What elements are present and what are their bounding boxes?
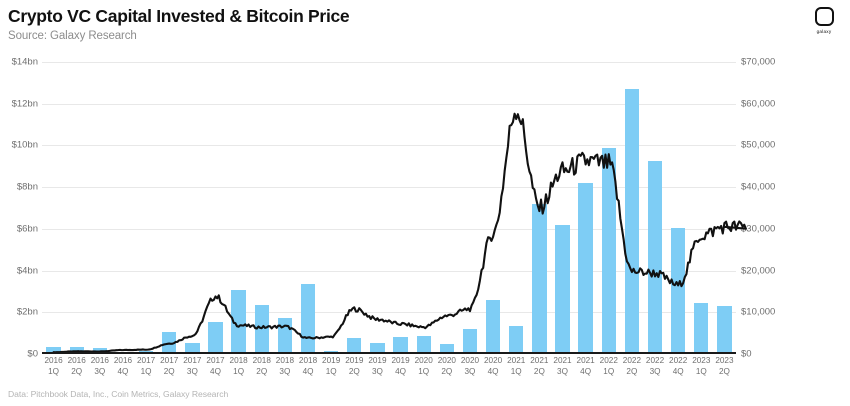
x-axis-tick-label: 2020 1Q: [414, 356, 433, 376]
x-axis-tick-label: 2017 4Q: [206, 356, 225, 376]
bar: [370, 342, 385, 354]
x-axis-tick-label: 2016 2Q: [67, 356, 86, 376]
gridline: [42, 228, 736, 230]
bar: [185, 342, 200, 354]
galaxy-logo: galaxy: [807, 7, 841, 34]
y-axis-right-tick-label: $20,000: [741, 265, 776, 277]
bar: [509, 325, 524, 354]
page-title: Crypto VC Capital Invested & Bitcoin Pri…: [8, 6, 350, 26]
gridline: [42, 312, 736, 314]
gridline: [42, 270, 736, 272]
gridline: [42, 187, 736, 189]
chart-footer-note: Data: Pitchbook Data, Inc., Coin Metrics…: [8, 389, 229, 399]
x-axis-tick-label: 2017 1Q: [136, 356, 156, 376]
y-axis-left-tick-label: $8bn: [16, 181, 38, 193]
bar: [231, 290, 246, 354]
chart-header: Crypto VC Capital Invested & Bitcoin Pri…: [8, 6, 350, 42]
x-axis-tick-label: 2020 4Q: [483, 356, 503, 376]
bar: [254, 305, 269, 354]
x-axis-tick-label: 2019 1Q: [322, 356, 341, 376]
x-axis-tick-label: 2022 2Q: [622, 356, 641, 376]
bar: [624, 89, 640, 354]
bar: [717, 306, 732, 354]
y-axis-right-tick-label: $10,000: [741, 306, 776, 318]
y-axis-left-tick-label: $12bn: [11, 98, 38, 110]
y-axis-left: $0 $2bn $4bn $6bn $8bn $10bn $12bn $14bn: [0, 57, 38, 360]
x-axis-tick-label: 2018 1Q: [229, 356, 248, 376]
x-axis-baseline: [42, 352, 736, 354]
x-axis-tick-label: 2019 4Q: [391, 356, 410, 376]
line-series-bitcoin-price: [42, 62, 736, 354]
x-axis-tick-label: 2017 3Q: [183, 356, 202, 376]
y-axis-left-tick-label: $2bn: [16, 306, 38, 318]
bar: [555, 224, 570, 354]
plot-area: [42, 62, 736, 354]
y-axis-right-tick-label: $60,000: [741, 98, 776, 110]
x-axis-tick-label: 2021 2Q: [530, 356, 549, 376]
x-axis-tick-label: 2022 3Q: [645, 356, 665, 376]
x-axis-tick-label: 2016 3Q: [90, 356, 109, 376]
y-axis-right: $0 $10,000 $20,000 $30,000 $40,000 $50,000 $60…: [741, 57, 841, 360]
x-axis-tick-label: 2016 1Q: [44, 356, 63, 376]
y-axis-left-tick-label: $4bn: [16, 265, 38, 277]
bar: [647, 161, 663, 354]
x-axis-tick-label: 2020 2Q: [437, 356, 456, 376]
bar: [208, 321, 223, 354]
x-axis-tick-label: 2018 3Q: [275, 356, 294, 376]
bar: [670, 227, 686, 354]
bitcoin-price-polyline: [54, 114, 746, 353]
x-axis-tick-label: 2018 2Q: [252, 356, 271, 376]
bar: [439, 343, 454, 354]
bar: [416, 336, 431, 354]
y-axis-left-tick-label: $14bn: [11, 56, 38, 68]
x-axis-tick-label: 2022 1Q: [599, 356, 618, 376]
bar: [694, 302, 709, 354]
bar: [485, 299, 501, 354]
y-axis-right-tick-label: $30,000: [741, 223, 776, 235]
x-axis-tick-label: 2019 3Q: [368, 356, 387, 376]
bar-series-crypto-vc-capital: [42, 62, 736, 354]
bar: [601, 147, 616, 354]
y-axis-right-tick-label: $50,000: [741, 139, 776, 151]
bar: [46, 346, 61, 354]
x-axis-tick-label: 2016 4Q: [113, 356, 133, 376]
y-axis-right-tick-label: $40,000: [741, 181, 776, 193]
x-axis-tick-label: 2023 2Q: [715, 356, 734, 376]
bar: [347, 338, 362, 354]
x-axis-tick-label: 2021 1Q: [507, 356, 526, 376]
x-axis-tick-label: 2020 3Q: [460, 356, 480, 376]
chart-source-label: Source: Galaxy Research: [8, 30, 137, 42]
y-axis-left-tick-label: $10bn: [11, 139, 38, 151]
galaxy-logo-mark-icon: [814, 7, 834, 26]
x-axis-tick-label: 2017 2Q: [160, 356, 179, 376]
y-axis-left-tick-label: $6bn: [16, 223, 38, 235]
x-axis-tick-label: 2023 1Q: [692, 356, 711, 376]
x-axis-tick-labels: 2016 1Q 2016 2Q 2016 3Q 2016 4Q 2017 1Q 2017 2Q 2017…: [42, 356, 736, 384]
bar: [393, 337, 408, 354]
galaxy-logo-text: galaxy: [816, 28, 832, 34]
x-axis-tick-label: 2021 3Q: [553, 356, 572, 376]
bar: [578, 182, 593, 354]
gridline: [42, 145, 736, 147]
y-axis-left-tick-label: $0: [27, 348, 38, 360]
gridline: [42, 62, 736, 63]
x-axis-tick-label: 2021 4Q: [576, 356, 595, 376]
x-axis-tick-label: 2022 4Q: [669, 356, 688, 376]
y-axis-right-tick-label: $70,000: [741, 56, 776, 68]
bar: [462, 328, 478, 354]
y-axis-right-tick-label: $0: [741, 348, 752, 360]
x-axis-tick-label: 2018 4Q: [298, 356, 318, 376]
bar: [532, 203, 547, 354]
gridline: [42, 103, 736, 105]
x-axis-tick-label: 2019 2Q: [345, 356, 364, 376]
